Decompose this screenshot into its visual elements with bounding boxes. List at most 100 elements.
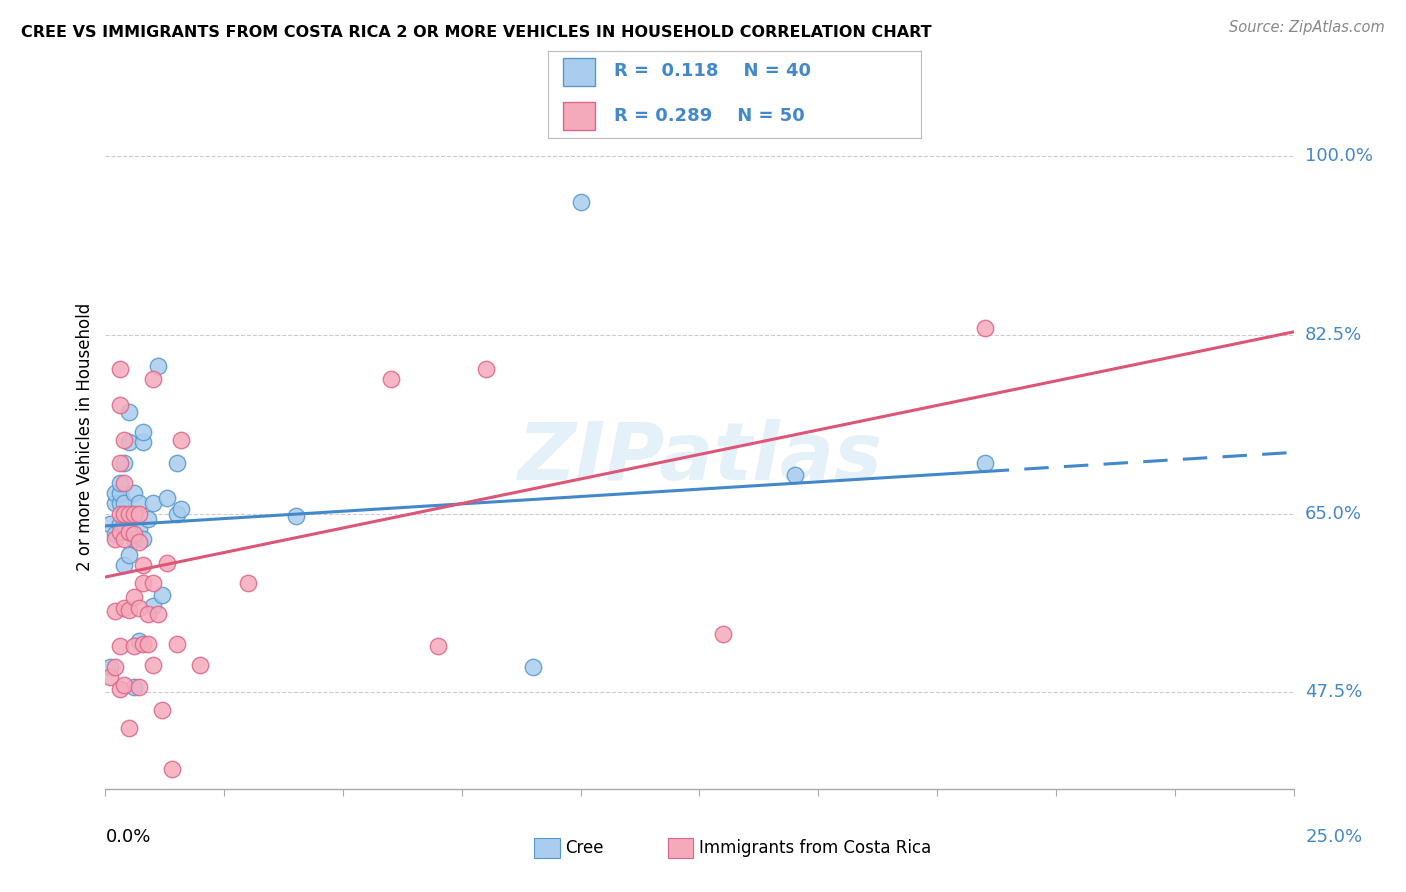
Point: [118, 602, 141, 616]
Point: [108, 399, 131, 413]
Point: [104, 604, 127, 618]
Point: [142, 496, 165, 510]
Bar: [564, 58, 595, 86]
Point: [118, 435, 141, 450]
Point: [122, 486, 145, 500]
Point: [132, 532, 155, 546]
Point: [474, 361, 496, 376]
Point: [170, 433, 193, 447]
Text: 65.0%: 65.0%: [1305, 505, 1361, 523]
Point: [128, 634, 150, 648]
Point: [108, 640, 131, 654]
Point: [128, 522, 150, 536]
Point: [128, 507, 150, 521]
Point: [166, 507, 188, 521]
Bar: [564, 102, 595, 129]
Point: [114, 496, 136, 510]
Point: [108, 361, 131, 376]
Point: [108, 476, 131, 491]
Point: [156, 556, 179, 570]
Point: [104, 486, 127, 500]
Point: [132, 637, 155, 651]
Point: [142, 372, 165, 386]
Point: [160, 762, 183, 776]
Text: Cree: Cree: [565, 839, 603, 857]
Point: [380, 372, 402, 386]
Point: [711, 627, 734, 641]
Y-axis label: 2 or more Vehicles in Household: 2 or more Vehicles in Household: [76, 303, 94, 571]
Point: [427, 640, 450, 654]
Text: Source: ZipAtlas.com: Source: ZipAtlas.com: [1229, 20, 1385, 35]
Point: [190, 657, 212, 672]
Point: [114, 600, 136, 615]
Text: 47.5%: 47.5%: [1305, 683, 1362, 701]
Point: [114, 532, 136, 546]
Text: CREE VS IMMIGRANTS FROM COSTA RICA 2 OR MORE VEHICLES IN HOUSEHOLD CORRELATION C: CREE VS IMMIGRANTS FROM COSTA RICA 2 OR …: [21, 25, 932, 40]
Point: [128, 600, 150, 615]
Point: [114, 558, 136, 572]
Text: ZIPatlas: ZIPatlas: [517, 419, 882, 497]
Point: [236, 576, 259, 591]
Point: [122, 532, 145, 546]
Point: [146, 607, 169, 621]
Point: [170, 501, 193, 516]
Point: [118, 524, 141, 539]
Point: [108, 486, 131, 500]
Point: [108, 516, 131, 531]
Point: [122, 527, 145, 541]
Point: [108, 456, 131, 470]
Point: [122, 640, 145, 654]
Text: 100.0%: 100.0%: [1305, 147, 1372, 165]
Point: [114, 678, 136, 692]
Point: [156, 491, 179, 506]
Point: [114, 433, 136, 447]
Point: [136, 512, 159, 526]
Text: Immigrants from Costa Rica: Immigrants from Costa Rica: [699, 839, 931, 857]
Point: [152, 588, 174, 602]
Point: [569, 195, 592, 210]
Point: [142, 599, 165, 613]
Point: [783, 467, 806, 482]
Point: [114, 516, 136, 531]
Point: [136, 607, 159, 621]
Point: [142, 576, 165, 591]
Text: R = 0.289    N = 50: R = 0.289 N = 50: [613, 106, 804, 125]
Text: 82.5%: 82.5%: [1305, 326, 1362, 344]
Point: [108, 507, 131, 521]
Point: [108, 496, 131, 510]
Point: [128, 535, 150, 549]
Point: [118, 516, 141, 531]
Point: [973, 320, 995, 334]
Point: [118, 404, 141, 418]
Point: [108, 682, 131, 697]
Point: [114, 476, 136, 491]
Point: [122, 681, 145, 695]
Text: 25.0%: 25.0%: [1306, 829, 1362, 847]
Point: [132, 558, 155, 572]
Point: [108, 524, 131, 539]
Point: [132, 576, 155, 591]
Point: [136, 637, 159, 651]
Point: [104, 496, 127, 510]
Point: [104, 527, 127, 541]
Point: [118, 721, 141, 735]
Point: [142, 657, 165, 672]
Point: [118, 507, 141, 521]
Point: [98, 670, 121, 684]
Point: [114, 507, 136, 521]
Point: [152, 703, 174, 717]
Point: [122, 591, 145, 605]
Point: [973, 456, 995, 470]
Text: 0.0%: 0.0%: [105, 829, 150, 847]
Point: [98, 516, 121, 531]
Point: [146, 359, 169, 373]
Point: [114, 456, 136, 470]
Point: [104, 532, 127, 546]
Point: [104, 660, 127, 674]
Point: [98, 660, 121, 674]
Point: [122, 507, 145, 521]
Point: [166, 456, 188, 470]
Point: [284, 508, 307, 523]
Text: R =  0.118    N = 40: R = 0.118 N = 40: [613, 62, 810, 80]
Point: [166, 637, 188, 651]
